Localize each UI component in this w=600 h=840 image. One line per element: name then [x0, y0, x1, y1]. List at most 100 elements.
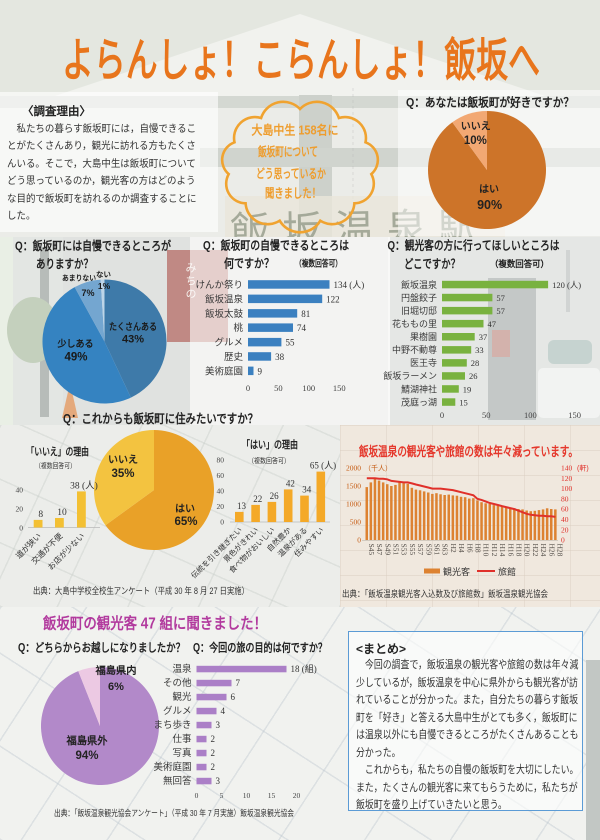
- svg-text:（千人）: （千人）: [364, 464, 392, 473]
- svg-text:6%: 6%: [108, 681, 124, 693]
- svg-text:37: 37: [479, 332, 488, 342]
- svg-text:「いいえ」の理由: 「いいえ」の理由: [27, 445, 90, 458]
- svg-text:中野不動尊: 中野不動尊: [392, 344, 437, 355]
- svg-text:H12: H12: [490, 544, 499, 557]
- svg-text:0: 0: [246, 383, 250, 393]
- svg-text:0: 0: [195, 791, 199, 800]
- svg-text:「はい」の理由: 「はい」の理由: [242, 438, 298, 451]
- svg-text:15: 15: [459, 397, 468, 407]
- svg-text:旧堀切邸: 旧堀切邸: [401, 306, 437, 316]
- svg-text:出典：「飯坂温泉観光客入込数及び旅館数」飯坂温泉観光協会: 出典：「飯坂温泉観光客入込数及び旅館数」飯坂温泉観光協会: [342, 588, 548, 599]
- svg-text:35%: 35%: [111, 468, 134, 480]
- svg-text:1%: 1%: [98, 281, 111, 291]
- svg-text:いいえ: いいえ: [461, 120, 491, 132]
- svg-text:2: 2: [211, 748, 216, 758]
- svg-text:Q：今回の旅の目的は何ですか？: Q：今回の旅の目的は何ですか？: [193, 641, 327, 655]
- svg-text:温泉: 温泉: [172, 663, 192, 675]
- svg-text:医王寺: 医王寺: [410, 358, 437, 368]
- svg-text:20: 20: [561, 525, 569, 534]
- svg-text:H6: H6: [465, 544, 474, 553]
- svg-text:H4: H4: [457, 544, 466, 553]
- svg-text:80: 80: [217, 456, 225, 465]
- svg-text:無回答: 無回答: [163, 775, 192, 787]
- svg-text:13: 13: [237, 501, 247, 511]
- svg-text:円盤餃子: 円盤餃子: [401, 292, 437, 303]
- svg-text:94%: 94%: [75, 750, 98, 762]
- svg-text:40: 40: [16, 485, 24, 494]
- svg-text:(軒): (軒): [577, 465, 589, 473]
- svg-text:H10: H10: [482, 544, 491, 557]
- svg-text:けんか祭り: けんか祭り: [195, 279, 243, 291]
- svg-text:Q：あなたは飯坂町が好きですか？: Q：あなたは飯坂町が好きですか？: [406, 95, 574, 110]
- svg-text:90%: 90%: [477, 198, 502, 212]
- svg-text:15: 15: [268, 791, 276, 800]
- svg-text:7%: 7%: [81, 288, 94, 298]
- svg-text:140: 140: [561, 464, 573, 473]
- svg-text:150: 150: [333, 383, 346, 393]
- svg-text:18 (組): 18 (組): [291, 663, 317, 674]
- svg-text:74: 74: [297, 323, 307, 333]
- svg-text:8: 8: [38, 510, 43, 520]
- svg-text:少しある: 少しある: [57, 338, 94, 350]
- svg-text:40: 40: [217, 487, 225, 496]
- svg-text:7: 7: [236, 678, 241, 688]
- svg-text:4: 4: [221, 706, 226, 716]
- svg-text:40: 40: [561, 515, 569, 524]
- svg-text:はい: はい: [175, 503, 195, 515]
- svg-text:グルメ: グルメ: [214, 337, 243, 349]
- svg-text:大島中生 158名に: 大島中生 158名に: [252, 123, 339, 138]
- svg-text:47: 47: [488, 319, 497, 329]
- svg-text:0: 0: [19, 523, 23, 532]
- svg-text:57: 57: [496, 306, 505, 316]
- svg-text:0: 0: [561, 536, 565, 545]
- svg-text:S55: S55: [408, 544, 417, 556]
- svg-text:80: 80: [561, 494, 569, 503]
- svg-text:Q：観光客の方に行ってほしいところは: Q：観光客の方に行ってほしいところは: [388, 238, 560, 253]
- svg-text:150: 150: [568, 410, 581, 420]
- svg-text:H2: H2: [449, 544, 458, 553]
- svg-text:60: 60: [217, 471, 225, 480]
- svg-text:Q：どちらからお越しになりましたか？: Q：どちらからお越しになりましたか？: [18, 641, 185, 655]
- svg-text:H22: H22: [531, 544, 540, 557]
- svg-text:3: 3: [216, 776, 221, 786]
- svg-text:3: 3: [216, 720, 221, 730]
- svg-text:H18: H18: [515, 544, 524, 557]
- svg-text:500: 500: [350, 518, 362, 527]
- svg-text:福島県内: 福島県内: [94, 664, 136, 677]
- svg-text:2: 2: [211, 762, 216, 772]
- svg-text:S45: S45: [367, 544, 376, 556]
- svg-text:Q：これからも飯坂町に住みたいですか？: Q：これからも飯坂町に住みたいですか？: [63, 411, 258, 426]
- svg-text:2000: 2000: [346, 464, 361, 473]
- svg-text:H24: H24: [539, 544, 548, 557]
- svg-text:55: 55: [285, 338, 295, 348]
- svg-text:旅館: 旅館: [498, 566, 516, 577]
- svg-text:いいえ: いいえ: [108, 454, 138, 466]
- svg-text:26: 26: [469, 371, 478, 381]
- svg-text:福島県外: 福島県外: [66, 734, 108, 747]
- svg-text:S59: S59: [424, 544, 433, 556]
- svg-text:H28: H28: [556, 544, 565, 557]
- svg-text:26: 26: [270, 491, 280, 501]
- svg-text:10%: 10%: [464, 135, 487, 147]
- svg-text:5: 5: [220, 791, 224, 800]
- svg-text:S61: S61: [433, 544, 442, 556]
- svg-text:43%: 43%: [122, 334, 144, 346]
- svg-text:出典：大島中学校全校生アンケート（平成 30 年 8 月 2: 出典：大島中学校全校生アンケート（平成 30 年 8 月 27 日実施）: [33, 585, 249, 596]
- svg-text:グルメ: グルメ: [163, 705, 192, 717]
- svg-text:茂庭っ湖: 茂庭っ湖: [401, 396, 437, 407]
- svg-text:あまりない: あまりない: [62, 274, 96, 283]
- svg-text:その他: その他: [163, 677, 192, 689]
- svg-text:20: 20: [16, 504, 24, 513]
- svg-text:飯坂町の観光客 47 組に聞きました！: 飯坂町の観光客 47 組に聞きました！: [42, 614, 267, 633]
- svg-text:飯坂太鼓: 飯坂太鼓: [205, 308, 244, 320]
- svg-text:（複数回答可）: （複数回答可）: [490, 258, 549, 269]
- svg-text:49%: 49%: [64, 352, 87, 364]
- svg-text:34: 34: [302, 485, 312, 495]
- svg-text:S63: S63: [441, 544, 450, 556]
- svg-text:はい: はい: [479, 184, 499, 196]
- svg-text:65%: 65%: [174, 516, 197, 528]
- svg-text:0: 0: [440, 410, 444, 420]
- svg-text:（複数回答可）: （複数回答可）: [35, 461, 76, 470]
- svg-text:38 (人): 38 (人): [70, 480, 98, 491]
- svg-text:1500: 1500: [346, 482, 361, 491]
